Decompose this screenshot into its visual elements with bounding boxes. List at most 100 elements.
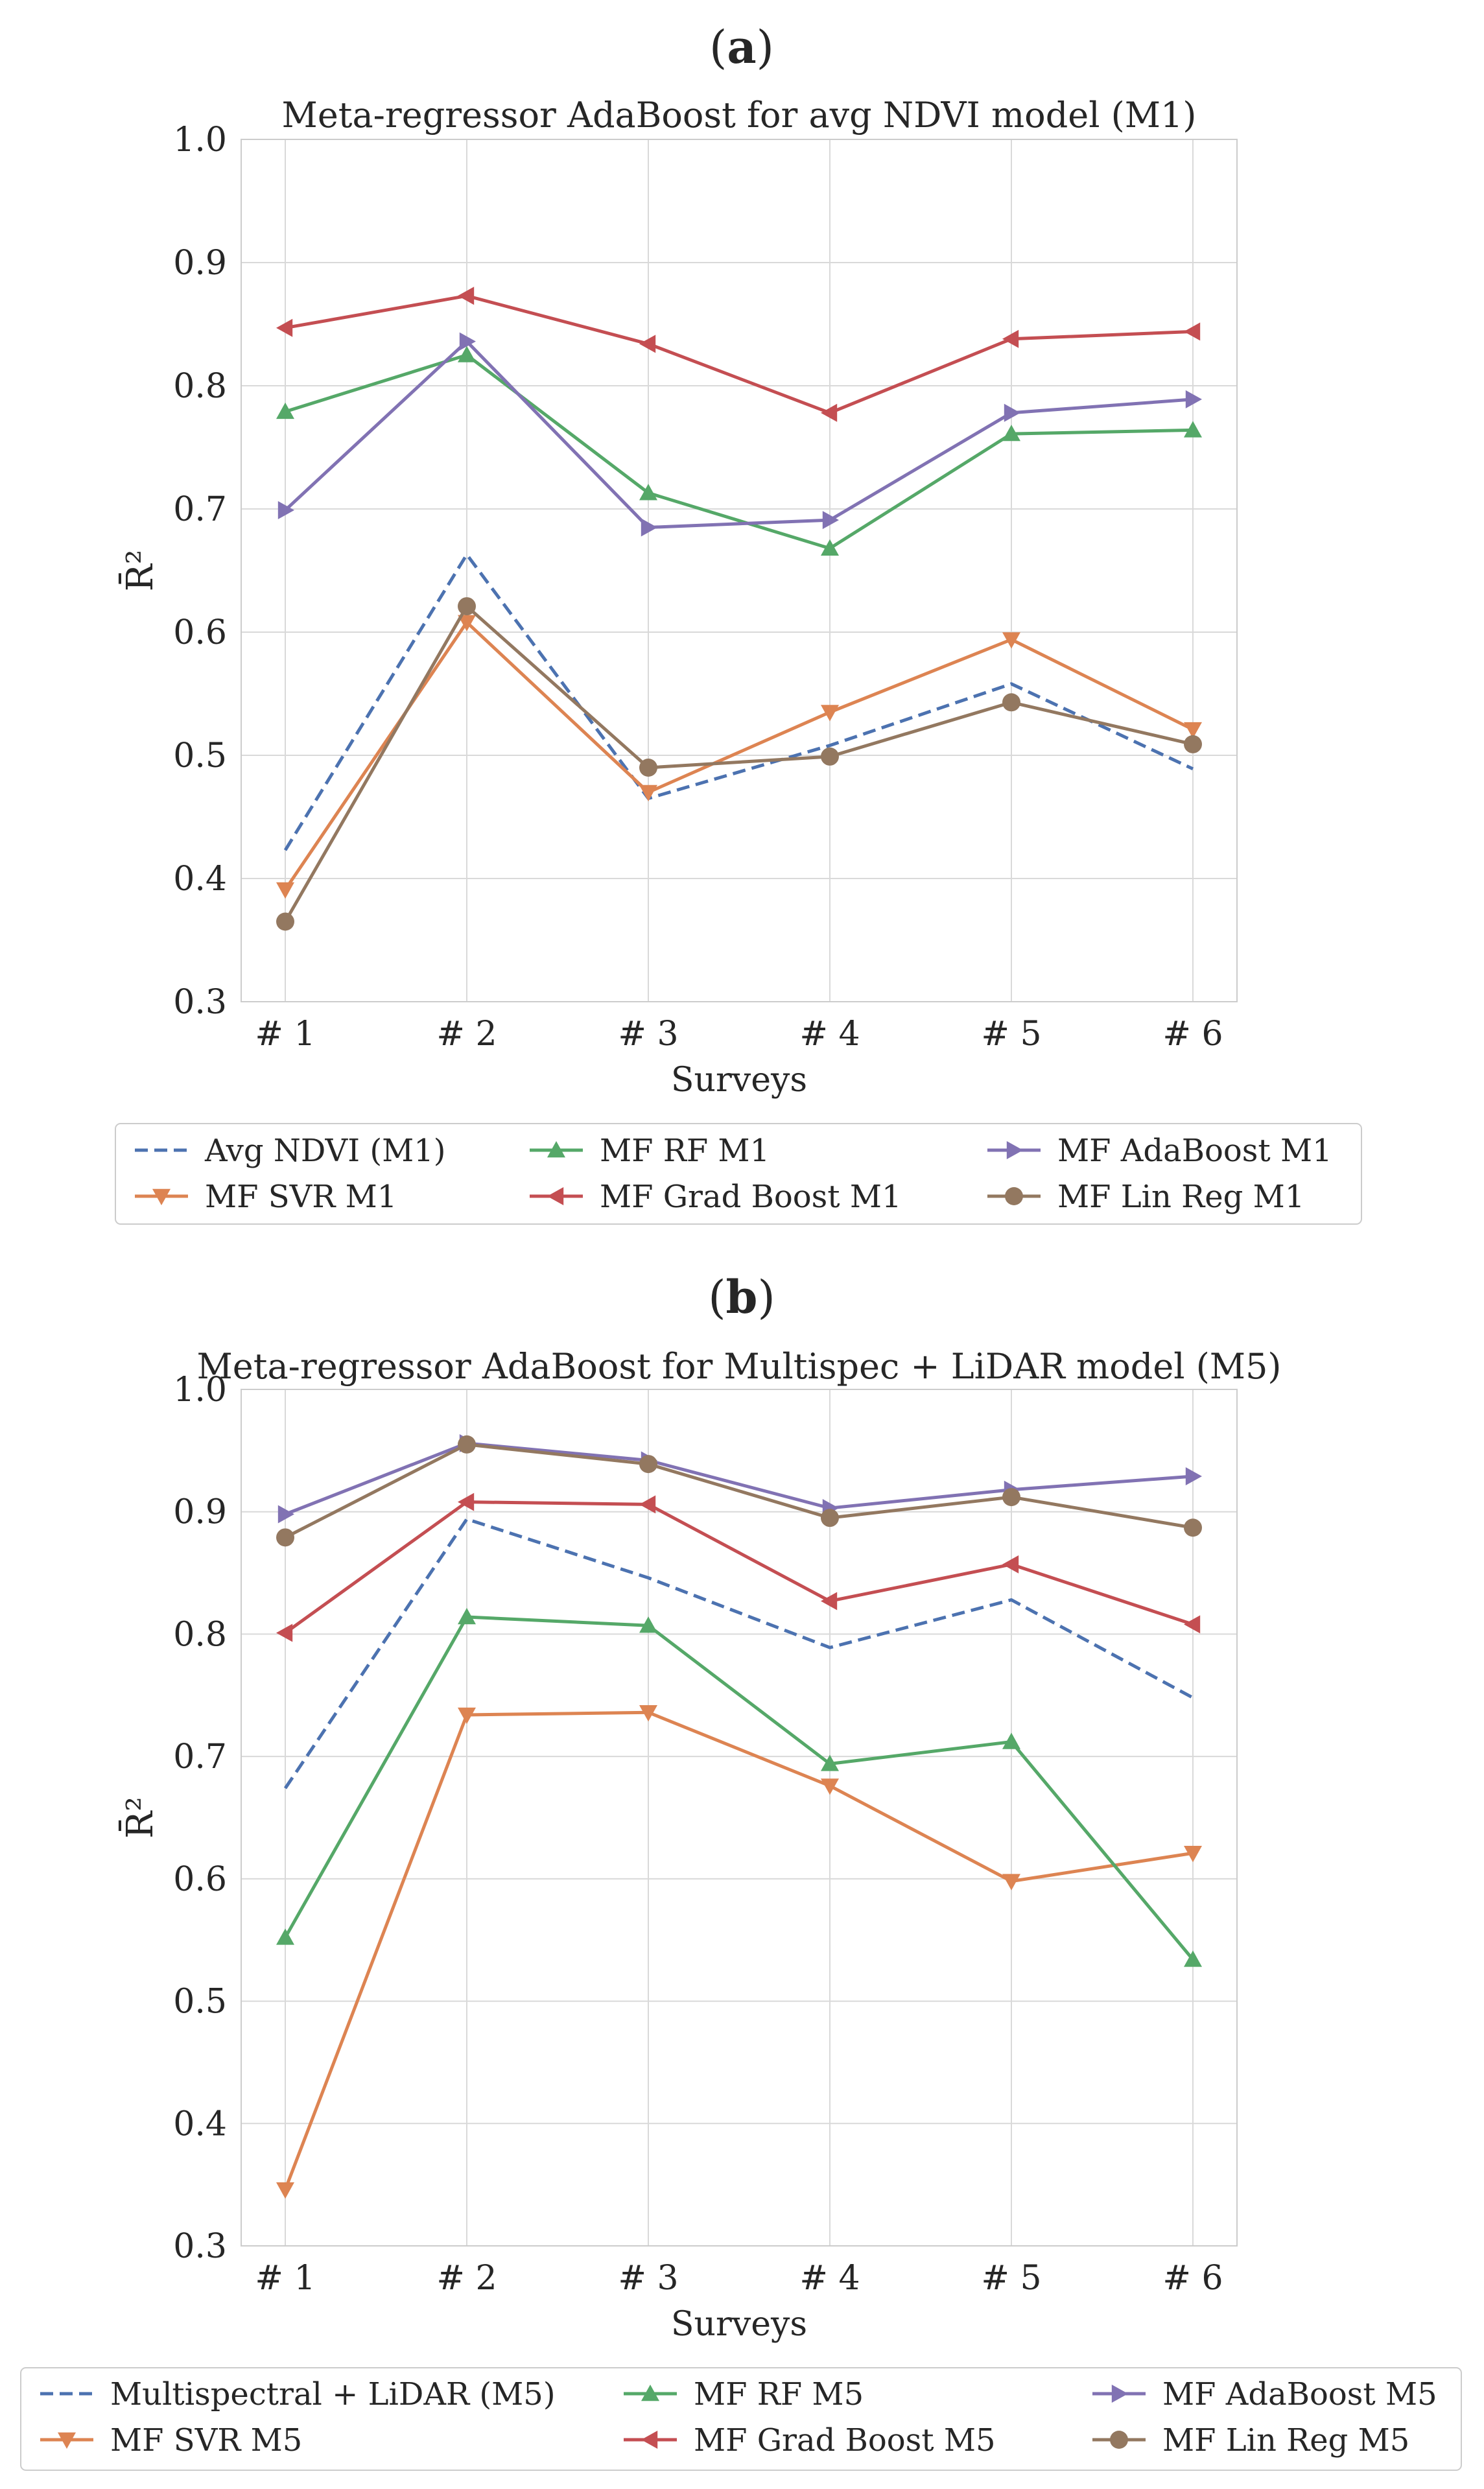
data-point — [821, 403, 838, 422]
data-point — [1184, 735, 1202, 753]
legend-label: MF AdaBoost M5 — [1162, 2376, 1437, 2412]
x-tick-label: # 2 — [436, 1015, 497, 1054]
data-point — [458, 1608, 476, 1625]
data-point — [641, 518, 657, 537]
series-mf-rf-m5 — [276, 1608, 1202, 1967]
legend-label: MF Lin Reg M1 — [1057, 1179, 1304, 1215]
data-point — [276, 1928, 294, 1945]
y-axis-label: R̄² — [118, 550, 161, 592]
legend-marker — [1006, 1141, 1023, 1159]
data-point — [821, 1509, 839, 1528]
data-point — [1184, 421, 1202, 438]
series-line — [283, 1615, 1194, 1961]
panel-label: (a) — [709, 20, 774, 74]
panel-label: (b) — [708, 1270, 775, 1324]
series-line — [285, 294, 1194, 415]
series-line — [283, 552, 1194, 851]
y-tick-label: 0.7 — [173, 490, 227, 529]
data-point — [821, 1754, 839, 1771]
data-point — [1002, 1555, 1019, 1574]
data-point — [821, 1778, 839, 1795]
data-point — [1184, 1950, 1202, 1967]
panel-label-letter: a — [727, 20, 756, 74]
data-point — [276, 912, 294, 931]
y-tick-label: 0.9 — [173, 244, 227, 283]
chart-title: Meta-regressor AdaBoost for avg NDVI mod… — [282, 95, 1197, 136]
series-mf-rf-m1 — [276, 346, 1202, 556]
data-point — [821, 539, 839, 556]
panel-label-paren-open: ( — [708, 1271, 725, 1324]
data-point — [639, 1495, 656, 1514]
data-point — [821, 1592, 838, 1610]
data-point — [458, 1707, 476, 1724]
data-point — [639, 484, 657, 501]
data-point — [459, 332, 476, 351]
x-tick-label: # 4 — [799, 2259, 860, 2298]
data-point — [1184, 722, 1202, 739]
legend: Avg NDVI (M1) MF SVR M1 MF RF M1 MF Grad Bo… — [115, 1123, 1362, 1225]
data-point — [458, 615, 476, 631]
x-axis-label: Surveys — [671, 2305, 807, 2344]
data-point — [276, 882, 294, 899]
y-tick-label: 0.9 — [173, 1493, 227, 1532]
data-point — [1184, 322, 1201, 341]
panel-label-paren-close: ) — [757, 1271, 775, 1324]
data-point — [821, 747, 839, 766]
data-point — [1184, 1846, 1202, 1863]
data-point — [277, 501, 294, 519]
plot-frame — [241, 139, 1238, 1002]
y-axis-label: R̄² — [118, 1797, 161, 1839]
series-line — [284, 340, 1194, 529]
data-point — [1184, 1518, 1202, 1537]
data-point — [1185, 390, 1202, 408]
data-point — [639, 1705, 657, 1722]
data-point — [639, 1455, 657, 1474]
data-point — [1184, 1615, 1201, 1634]
plot-frame — [241, 1389, 1238, 2247]
legend-marker — [641, 2431, 658, 2449]
legend-marker — [547, 1187, 564, 1205]
legend-box — [115, 1123, 1362, 1225]
series-mf-adaboost-m1 — [277, 332, 1202, 537]
series-mf-svr-m1 — [276, 615, 1202, 899]
legend-label: MF Grad Boost M1 — [600, 1179, 902, 1215]
y-tick-label: 0.8 — [173, 367, 227, 406]
data-point — [1185, 1467, 1202, 1485]
data-point — [1002, 693, 1020, 712]
legend-marker — [641, 2385, 659, 2401]
data-point — [458, 287, 475, 305]
plot-area — [241, 1389, 1238, 2247]
legend-label: MF SVR M5 — [110, 2422, 302, 2459]
x-tick-label: # 3 — [618, 1015, 678, 1054]
series-mf-lin-reg-m1 — [276, 597, 1202, 931]
series-mf-lin-reg-m5 — [276, 1435, 1202, 1547]
legend-marker — [152, 1188, 171, 1205]
data-point — [458, 1492, 475, 1511]
y-tick-label: 0.5 — [173, 1983, 227, 2022]
series-mf-grad-boost-m5 — [276, 1492, 1201, 1642]
data-point — [458, 346, 476, 362]
legend-marker — [1110, 2431, 1128, 2449]
y-tick-label: 1.0 — [173, 1371, 227, 1410]
legend-label: Avg NDVI (M1) — [204, 1133, 445, 1169]
legend-marker — [1005, 1187, 1023, 1205]
x-tick-label: # 5 — [981, 1015, 1041, 1054]
y-tick-label: 0.4 — [173, 860, 227, 899]
data-point — [458, 597, 476, 616]
legend-marker — [547, 1141, 565, 1158]
series-line — [283, 1517, 1194, 1789]
data-point — [1002, 425, 1020, 442]
data-point — [639, 759, 657, 777]
data-point — [276, 1623, 293, 1642]
data-point — [639, 784, 657, 801]
data-point — [277, 1505, 294, 1524]
panel-a: (a) Meta-regressor AdaBoost for avg NDVI … — [115, 20, 1362, 1225]
data-point — [276, 402, 294, 419]
x-tick-label: # 3 — [618, 2259, 678, 2298]
series-line — [283, 1710, 1194, 2191]
y-tick-label: 0.6 — [173, 1860, 227, 1899]
y-tick-label: 0.8 — [173, 1615, 227, 1654]
x-tick-label: # 2 — [436, 2259, 497, 2298]
x-axis-label: Surveys — [671, 1061, 807, 1100]
y-tick-label: 0.5 — [173, 737, 227, 775]
